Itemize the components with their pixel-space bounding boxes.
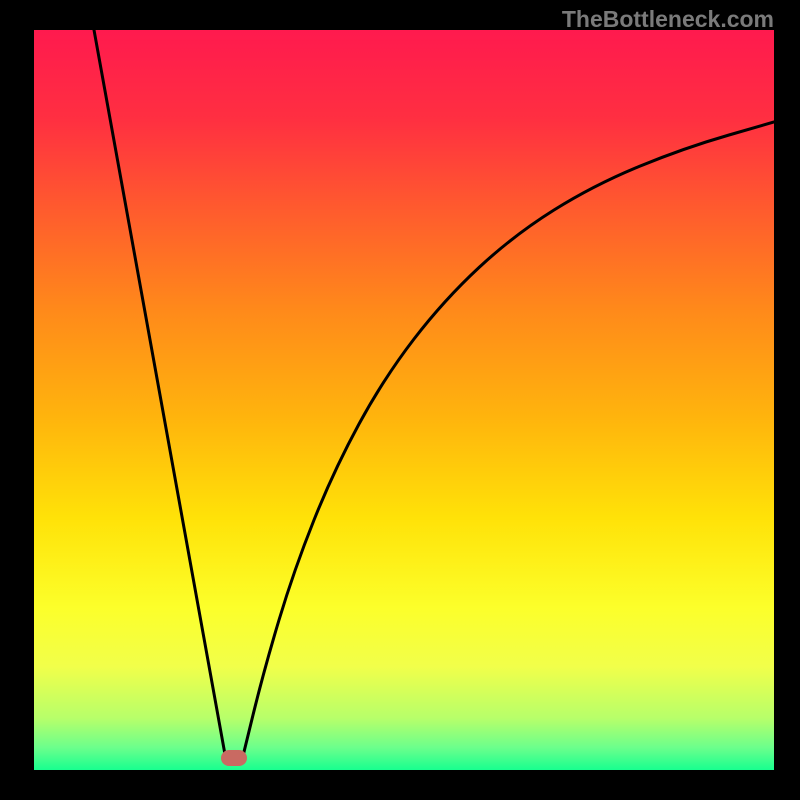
plot-area [34, 30, 774, 770]
plot-svg [34, 30, 774, 770]
minimum-marker [221, 750, 247, 766]
watermark-text: TheBottleneck.com [562, 6, 774, 33]
gradient-background [34, 30, 774, 770]
